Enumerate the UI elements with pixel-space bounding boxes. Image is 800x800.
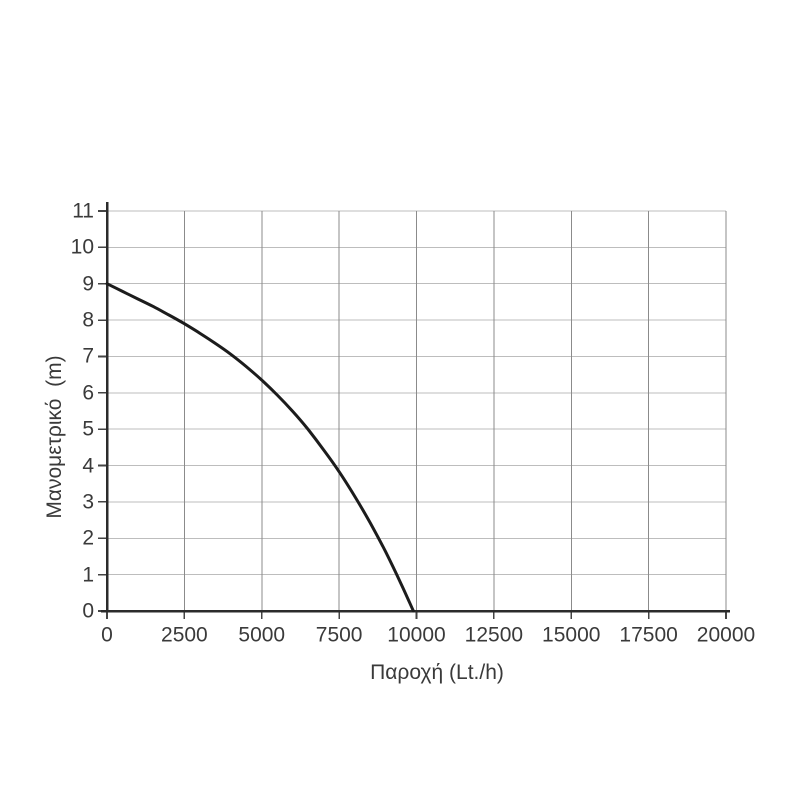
x-tick-label: 5000 bbox=[238, 623, 286, 647]
x-tick-label: 10000 bbox=[387, 623, 446, 647]
x-tick-label: 2500 bbox=[161, 623, 208, 647]
x-tick-label: 15000 bbox=[542, 623, 601, 647]
y-tick-label: 1 bbox=[82, 563, 94, 587]
y-tick-label: 7 bbox=[82, 344, 94, 368]
y-tick-label: 6 bbox=[82, 381, 94, 405]
x-tick-label: 0 bbox=[101, 623, 113, 647]
vertical-gridlines bbox=[183, 211, 727, 611]
y-tick-label: 0 bbox=[82, 599, 94, 623]
y-tick-label: 9 bbox=[82, 272, 94, 296]
x-tick-label: 7500 bbox=[315, 623, 363, 647]
x-tick-label: 12500 bbox=[464, 623, 524, 647]
y-tick-label: 11 bbox=[72, 199, 94, 223]
axis-tick-marks bbox=[98, 210, 727, 619]
y-axis-title: Μανομετρικό (m) bbox=[43, 355, 66, 519]
y-tick-label: 8 bbox=[82, 308, 94, 332]
pump-curve-line bbox=[105, 282, 415, 613]
y-tick-label: 5 bbox=[82, 417, 94, 441]
x-axis-title: Παροχή (Lt./h) bbox=[370, 661, 504, 684]
y-tick-label: 4 bbox=[82, 454, 94, 478]
y-tick-label: 10 bbox=[70, 235, 94, 259]
x-tick-label: 20000 bbox=[696, 623, 756, 647]
y-tick-label: 2 bbox=[82, 526, 94, 550]
axis-spines bbox=[101, 202, 730, 613]
x-tick-label: 17500 bbox=[619, 623, 678, 647]
y-tick-label: 3 bbox=[82, 490, 94, 514]
